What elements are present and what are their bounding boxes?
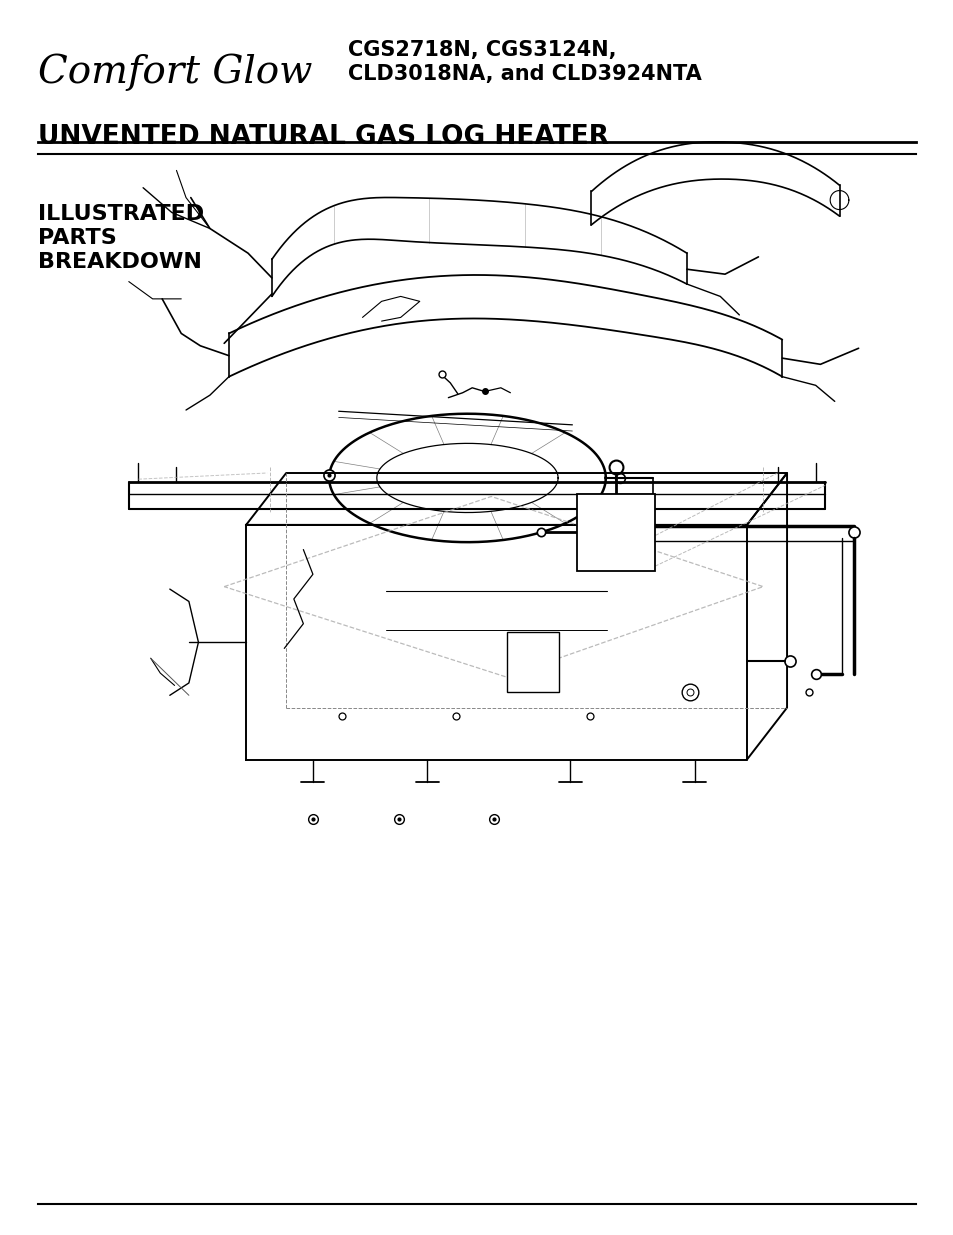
Bar xyxy=(506,632,558,692)
Text: CGS2718N, CGS3124N,
CLD3018NA, and CLD3924NTA: CGS2718N, CGS3124N, CLD3018NA, and CLD39… xyxy=(348,40,701,84)
Text: Comfort Glow: Comfort Glow xyxy=(38,53,313,90)
Text: ILLUSTRATED
PARTS
BREAKDOWN: ILLUSTRATED PARTS BREAKDOWN xyxy=(38,204,204,272)
Text: UNVENTED NATURAL GAS LOG HEATER: UNVENTED NATURAL GAS LOG HEATER xyxy=(38,124,609,149)
Bar xyxy=(577,494,655,571)
